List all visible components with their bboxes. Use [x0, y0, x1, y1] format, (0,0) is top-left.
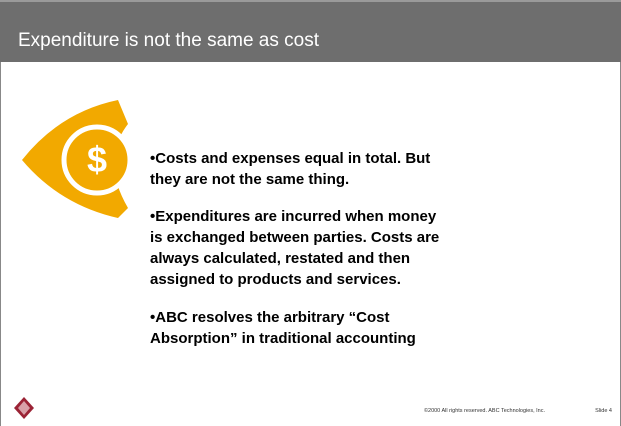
header-bar	[0, 0, 621, 62]
logo	[14, 397, 34, 419]
bullet-line: they are not the same thing.	[150, 171, 349, 188]
bullet-list: •Costs and expenses equal in total. But t…	[150, 150, 439, 347]
bullet-line: always calculated, restated and then	[150, 250, 410, 267]
bullet-line: •Costs and expenses equal in total. But	[150, 150, 430, 167]
svg-text:$: $	[87, 139, 107, 180]
bullet-line: is exchanged between parties. Costs are	[150, 229, 439, 246]
bullet-line: Absorption” in traditional accounting	[150, 330, 416, 347]
bullet-line: assigned to products and services.	[150, 271, 401, 288]
header-edge	[0, 0, 621, 2]
coin-icon: $	[22, 100, 133, 218]
slide-number: Slide 4	[595, 408, 612, 414]
copyright: ©2000 All rights reserved. ABC Technolog…	[424, 407, 546, 414]
bullet-line: •ABC resolves the arbitrary “Cost	[150, 309, 390, 326]
slide-title: Expenditure is not the same as cost	[18, 30, 320, 51]
bullet-line: •Expenditures are incurred when money	[150, 208, 437, 225]
